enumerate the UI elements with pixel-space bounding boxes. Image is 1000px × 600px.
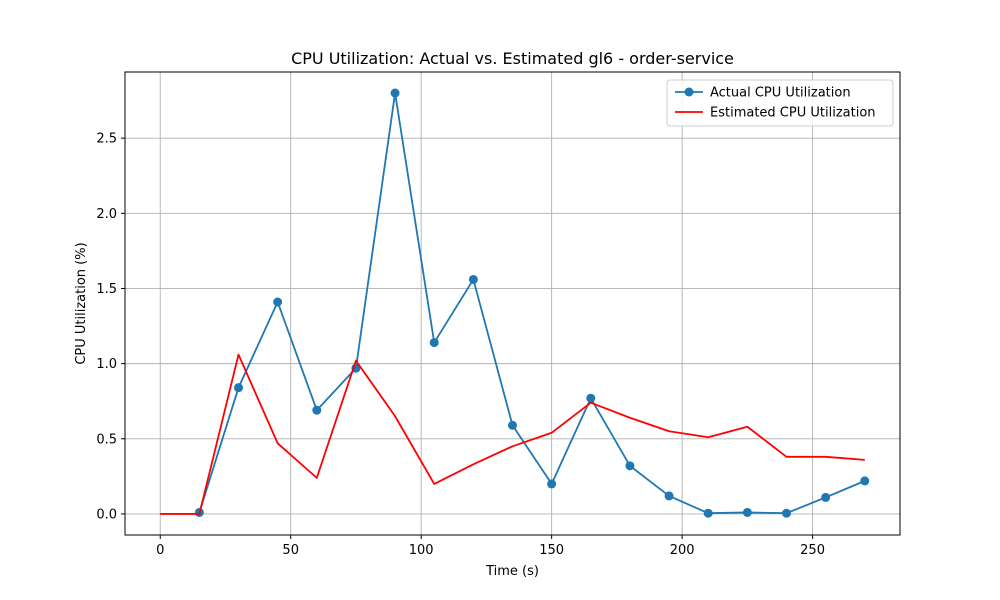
series-line [198, 92, 866, 515]
y-tick-label: 2.5 [96, 132, 117, 147]
data-point [429, 338, 439, 348]
legend-entry: Estimated CPU Utilization [675, 106, 876, 121]
data-point [508, 420, 517, 430]
x-axis-ticks: 0 50 100 150 200 250 [156, 535, 825, 558]
data-point [781, 508, 791, 518]
series-layer [160, 88, 870, 518]
x-tick-label: 50 [282, 543, 299, 558]
y-tick-label: 1.5 [96, 282, 117, 297]
x-tick-label: 250 [800, 543, 825, 558]
data-point [586, 393, 596, 403]
grid-lines [125, 72, 900, 535]
y-axis-ticks: 0.0 0.5 1.0 1.5 2.0 2.5 [96, 132, 125, 522]
data-point [312, 405, 322, 415]
x-tick-label: 150 [539, 543, 564, 558]
y-tick-label: 0.0 [96, 507, 117, 522]
data-point [821, 492, 831, 502]
data-point [273, 297, 283, 307]
series-line [160, 353, 865, 515]
legend-label: Actual CPU Utilization [710, 86, 851, 101]
x-tick-label: 200 [670, 543, 695, 558]
data-point [703, 508, 713, 518]
series-actual [194, 88, 870, 518]
data-point [625, 461, 635, 471]
y-tick-label: 1.0 [96, 357, 117, 372]
y-tick-label: 2.0 [96, 207, 117, 222]
legend: Actual CPU Utilization Estimated CPU Util… [666, 79, 894, 127]
legend-label: Estimated CPU Utilization [710, 106, 876, 121]
chart-title: CPU Utilization: Actual vs. Estimated gl… [291, 49, 734, 68]
x-axis-label: Time (s) [485, 564, 539, 579]
plot-frame [124, 71, 901, 536]
data-point [547, 479, 557, 489]
y-tick-label: 0.5 [96, 432, 117, 447]
data-point [860, 476, 870, 486]
data-point [664, 491, 674, 501]
legend-marker [684, 87, 694, 97]
y-axis-label: CPU Utilization (%) [74, 242, 89, 364]
legend-box [666, 79, 894, 127]
x-tick-label: 100 [409, 543, 434, 558]
legend-entry: Actual CPU Utilization [675, 86, 851, 101]
data-point [390, 88, 400, 98]
data-point [742, 507, 752, 517]
data-point [468, 274, 478, 284]
series-estimated [160, 353, 865, 515]
x-tick-label: 0 [156, 543, 164, 558]
data-point [234, 383, 244, 393]
